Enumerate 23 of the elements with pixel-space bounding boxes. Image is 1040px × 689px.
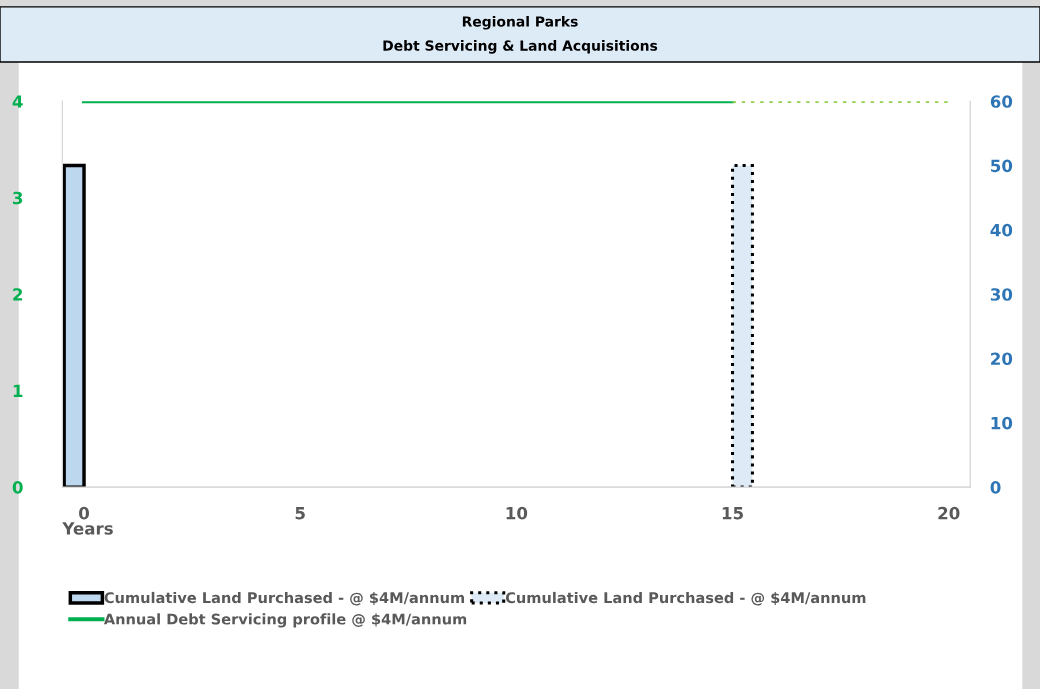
y2-tick-label: 50 — [991, 159, 1013, 173]
legend-label: Cumulative Land Purchased - @ $4M/annum — [505, 591, 866, 606]
x-tick-label: 20 — [938, 506, 960, 520]
legend-label: Annual Debt Servicing profile @ $4M/annum — [103, 613, 467, 628]
y2-tick-label: 20 — [991, 352, 1013, 366]
y-tick-label: 0 — [12, 481, 23, 494]
y2-tick-label: 0 — [990, 481, 1001, 494]
legend-label: Cumulative Land Purchased - @ $4M/annum — [104, 591, 465, 606]
chart-subtitle: Debt Servicing & Land Acquisitions — [383, 40, 658, 54]
chart-title: Regional Parks — [462, 15, 578, 30]
y-tick-label: 1 — [13, 384, 23, 397]
y2-tick-label: 40 — [990, 223, 1013, 237]
y2-tick-label: 30 — [990, 288, 1013, 301]
x-tick-label: 15 — [722, 507, 743, 520]
x-tick-label: 0 — [79, 506, 90, 520]
y-tick-label: 4 — [12, 95, 23, 108]
y2-tick-label: 10 — [991, 416, 1013, 430]
y2-tick-label: 60 — [990, 95, 1013, 108]
x-axis-title: Years — [62, 522, 113, 535]
x-tick-label: 5 — [295, 507, 305, 520]
y-tick-label: 2 — [13, 288, 23, 301]
x-tick-label: 10 — [506, 506, 528, 520]
y-tick-label: 3 — [13, 191, 23, 205]
